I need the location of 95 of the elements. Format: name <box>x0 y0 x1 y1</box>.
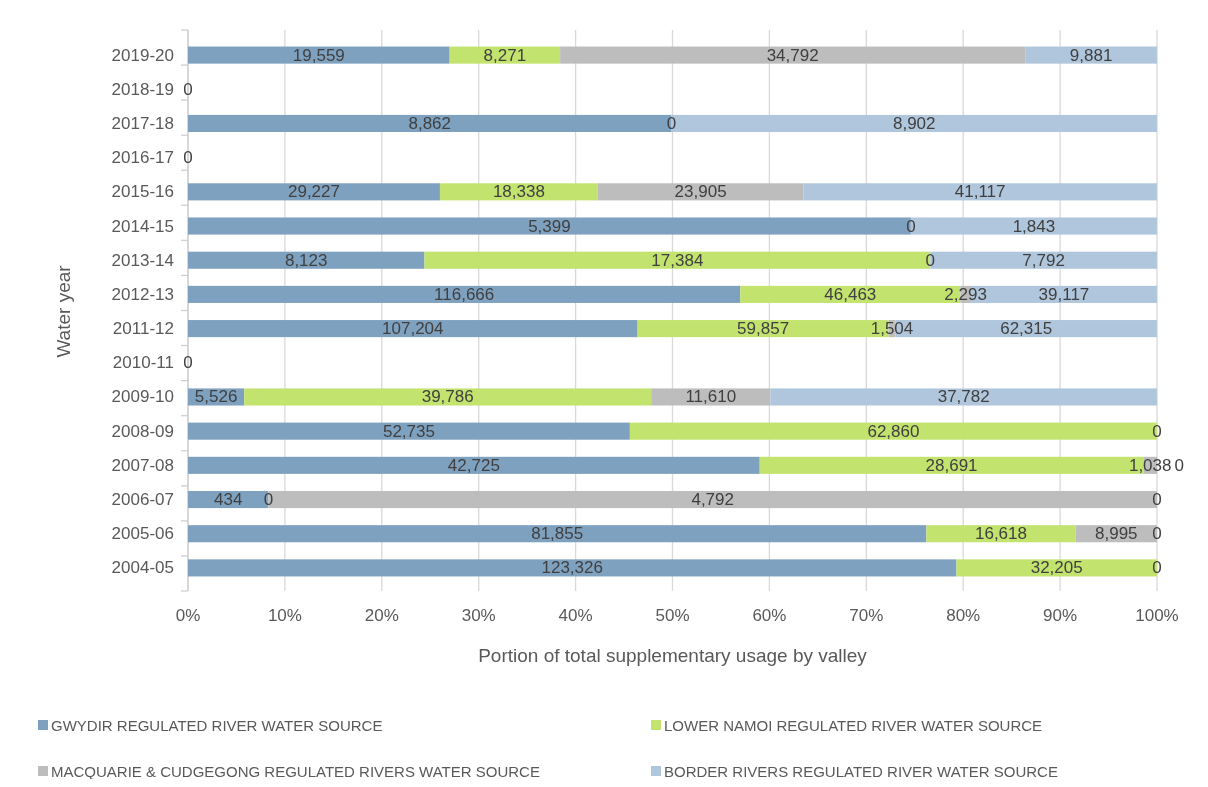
annotation: 16,618 <box>974 524 1027 544</box>
annotation: 116,666 <box>434 284 495 304</box>
y-tick-label: 2014-15 <box>111 216 174 236</box>
annotation: 0 <box>183 353 193 373</box>
annotation: 8,995 <box>1095 524 1138 544</box>
annotation: 52,735 <box>382 421 435 441</box>
annotation: 39,786 <box>421 387 474 407</box>
annotation: 5,526 <box>194 387 238 407</box>
annotation: 0 <box>1152 558 1162 578</box>
annotation: 11,610 <box>685 387 737 407</box>
y-tick-label: 2013-14 <box>111 250 174 270</box>
annotation: 8,271 <box>483 45 527 65</box>
annotation: 4,792 <box>691 490 734 510</box>
annotation: 434 <box>214 490 243 510</box>
annotation: 8,123 <box>284 250 328 270</box>
annotation: 1,843 <box>1012 216 1056 236</box>
bar <box>188 525 927 543</box>
annotation: 18,338 <box>492 182 545 202</box>
legend-label: LOWER NAMOI REGULATED RIVER WATER SOURCE <box>664 716 1043 734</box>
y-tick-label: 2008-09 <box>111 421 174 441</box>
annotation: 46,463 <box>824 284 877 304</box>
y-tick-label: 2017-18 <box>111 113 174 133</box>
x-tick-label: 0% <box>175 605 201 625</box>
annotation: 8,862 <box>408 113 452 133</box>
annotation: 0 <box>1152 524 1162 544</box>
bar <box>188 251 425 269</box>
bar <box>560 46 1026 64</box>
bar <box>188 456 760 474</box>
annotation: 62,315 <box>1000 319 1053 339</box>
annotation: 23,905 <box>674 182 727 202</box>
y-axis-title: Water year <box>52 264 74 358</box>
annotation: 0 <box>1152 490 1162 510</box>
x-axis-title: Portion of total supplementary usage by valley <box>478 644 868 666</box>
annotation: 9,881 <box>1069 45 1113 65</box>
x-tick-label: 20% <box>364 605 399 625</box>
annotation: 28,691 <box>925 455 978 475</box>
annotation: 107,204 <box>382 319 444 339</box>
bar <box>770 388 1157 406</box>
y-tick-label: 2018-19 <box>111 79 174 99</box>
annotation: 41,117 <box>954 182 1006 202</box>
x-tick-label: 10% <box>267 605 302 625</box>
y-tick-label: 2005-06 <box>111 524 174 544</box>
annotation: 123,326 <box>541 558 603 578</box>
bar <box>188 422 630 440</box>
annotation: 7,792 <box>1022 250 1065 270</box>
bar <box>188 46 450 64</box>
legend-label: GWYDIR REGULATED RIVER WATER SOURCE <box>51 716 383 734</box>
y-tick-label: 2007-08 <box>111 455 174 475</box>
annotation: 42,725 <box>447 455 500 475</box>
bar <box>244 388 652 406</box>
x-tick-label: 60% <box>752 605 787 625</box>
annotation: 81,855 <box>531 524 584 544</box>
x-tick-label: 90% <box>1043 605 1078 625</box>
y-tick-label: 2009-10 <box>111 387 174 407</box>
annotation: 39,117 <box>1038 284 1090 304</box>
bar <box>188 320 638 338</box>
annotation: 37,782 <box>937 387 990 407</box>
annotation: 5,399 <box>528 216 571 236</box>
legend-label: MACQUARIE & CUDGEGONG REGULATED RIVERS WATER SOURCE <box>51 762 540 780</box>
y-tick-label: 2012-13 <box>111 284 174 304</box>
y-tick-label: 2011-12 <box>112 319 174 339</box>
annotation: 0 <box>263 490 274 510</box>
x-tick-label: 50% <box>655 605 690 625</box>
x-tick-label: 80% <box>946 605 981 625</box>
y-tick-label: 2016-17 <box>111 148 174 168</box>
annotation: 32,205 <box>1030 558 1083 578</box>
y-tick-label: 2010-11 <box>112 353 174 373</box>
annotation: 34,792 <box>766 45 819 65</box>
y-tick-label: 2006-07 <box>111 490 174 510</box>
annotation: 0 <box>666 113 677 133</box>
annotation: 1,038 <box>1128 455 1172 475</box>
bar <box>188 559 957 577</box>
annotation: 0 <box>906 216 916 236</box>
y-tick-label: 2019-20 <box>111 45 174 65</box>
annotation: 0 <box>183 148 193 168</box>
bar <box>651 388 771 406</box>
annotation: 0 <box>1152 421 1162 441</box>
y-tick-label: 2004-05 <box>111 558 174 578</box>
y-tick-label: 2015-16 <box>111 182 174 202</box>
x-tick-label: 100% <box>1135 605 1179 625</box>
legend-label: BORDER RIVERS REGULATED RIVER WATER SOURCE <box>664 762 1058 780</box>
x-tick-label: 30% <box>461 605 496 625</box>
annotation: 29,227 <box>287 182 340 202</box>
text: 0 <box>1174 455 1184 475</box>
bar <box>803 183 1157 201</box>
annotation: 8,902 <box>892 113 936 133</box>
x-tick-label: 70% <box>849 605 884 625</box>
bar <box>188 183 440 201</box>
annotation: 19,559 <box>292 45 345 65</box>
x-tick-label: 40% <box>558 605 593 625</box>
annotation: 59,857 <box>737 319 790 339</box>
annotation: 17,384 <box>651 250 704 270</box>
annotation: 62,860 <box>867 421 920 441</box>
annotation: 0 <box>183 79 193 99</box>
bar <box>188 285 741 303</box>
